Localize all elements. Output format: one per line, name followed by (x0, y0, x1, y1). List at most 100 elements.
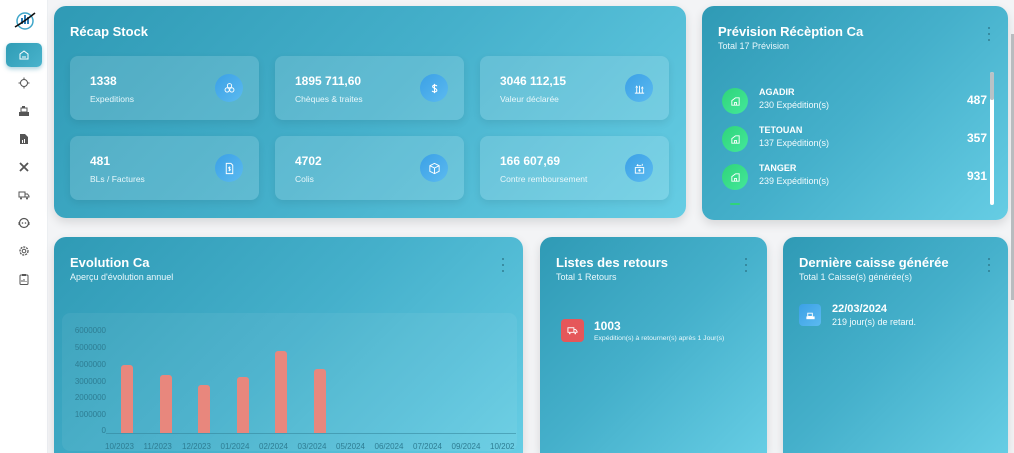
evolution-card: Evolution Ca Aperçu d'évolution annuel 6… (54, 237, 523, 453)
x-tick: 12/2023 (182, 442, 211, 451)
y-tick: 2000000 (74, 393, 106, 402)
clipboard-icon (19, 274, 29, 285)
expedition-count: 137 Expédition(s) (759, 138, 830, 148)
logo-icon[interactable] (13, 9, 37, 31)
truck-icon (18, 191, 30, 200)
scrollbar-thumb[interactable] (990, 72, 994, 100)
y-tick: 1000000 (74, 410, 106, 419)
tools-icon (19, 162, 29, 172)
chart-bar[interactable] (313, 368, 326, 433)
city-name: TETOUAN (759, 125, 803, 135)
prevision-value: 487 (966, 93, 987, 107)
x-tick: 01/2024 (220, 442, 250, 451)
city-name: TANGER (759, 163, 797, 173)
package-icon (420, 154, 448, 182)
stat-label: Valeur déclarée (500, 94, 559, 104)
y-tick: 3000000 (74, 377, 106, 386)
prevision-menu-button[interactable] (986, 27, 992, 41)
evolution-subtitle: Aperçu d'évolution annuel (70, 272, 174, 282)
y-tick: 6000000 (74, 326, 106, 335)
retours-subtitle: Total 1 Retours (556, 272, 617, 282)
cash-register-icon (799, 304, 821, 326)
prevision-card: Prévision Récèption Ca Total 17 Prévisio… (702, 6, 1008, 220)
x-tick: 03/2024 (297, 442, 327, 451)
evolution-title: Evolution Ca (70, 255, 150, 270)
crosshair-icon (18, 77, 30, 89)
x-tick: 02/2024 (259, 442, 288, 451)
stat-label: Contre remboursement (500, 174, 588, 184)
recap-stock-card: Récap Stock 1338 Expeditions 1895 711,60… (54, 6, 686, 218)
gear-icon (19, 246, 29, 256)
chart-bar[interactable] (275, 351, 287, 433)
expedition-count: 230 Expédition(s) (759, 100, 830, 110)
caisse-card: Dernière caisse générée Total 1 Caisse(s… (783, 237, 1008, 453)
retours-value[interactable]: 1003 (594, 319, 621, 333)
stat-value: 4702 (295, 154, 322, 168)
stat-cheques[interactable]: 1895 711,60 Chèques & traites (275, 56, 464, 120)
x-tick: 05/2024 (336, 442, 365, 451)
stat-bls-factures[interactable]: 481 BLs / Factures (70, 136, 259, 200)
y-tick: 5000000 (74, 343, 106, 352)
cash-exchange-icon (625, 154, 653, 182)
cash-register-icon (19, 106, 29, 116)
stat-label: Expeditions (90, 94, 134, 104)
boxes-icon (215, 74, 243, 102)
stat-colis[interactable]: 4702 Colis (275, 136, 464, 200)
sidebar-item-clipboard[interactable] (6, 267, 42, 291)
prevision-row[interactable]: TETOUAN 137 Expédition(s) 357 (722, 122, 987, 154)
sidebar-item-tracking[interactable] (6, 71, 42, 95)
stat-contre-remboursement[interactable]: 166 607,69 Contre remboursement (480, 136, 669, 200)
building-icon (722, 164, 748, 190)
sidebar-item-cash-register[interactable] (6, 99, 42, 123)
sidebar-item-tools[interactable] (6, 155, 42, 179)
page-scrollbar[interactable] (1011, 34, 1014, 300)
retours-menu-button[interactable] (743, 258, 749, 272)
sidebar-item-support[interactable] (6, 211, 42, 235)
recap-stock-title: Récap Stock (70, 24, 149, 39)
y-tick: 0 (101, 426, 106, 435)
sidebar-item-home[interactable] (6, 43, 42, 67)
retours-description: Expédition(s) à retourner(s) après 1 Jou… (594, 335, 725, 342)
stat-label: Colis (295, 174, 314, 184)
return-truck-icon (561, 319, 584, 342)
x-tick: 09/2024 (451, 442, 481, 451)
support-agent-icon (18, 217, 30, 229)
chart-bar[interactable] (236, 377, 249, 433)
x-tick: 10/202 (490, 442, 515, 451)
partial-next-item (730, 203, 740, 205)
prevision-value: 931 (966, 169, 987, 183)
stat-valeur-declaree[interactable]: 3046 112,15 Valeur déclarée (480, 56, 669, 120)
x-tick: 10/2023 (105, 442, 134, 451)
chart-bar[interactable] (121, 364, 133, 433)
home-icon (19, 50, 29, 60)
sidebar-item-delivery[interactable] (6, 183, 42, 207)
stat-label: Chèques & traites (295, 94, 363, 104)
prevision-value: 357 (966, 131, 987, 145)
x-axis-line (106, 433, 516, 434)
retours-title: Listes des retours (556, 255, 668, 270)
prevision-subtitle: Total 17 Prévision (718, 41, 790, 51)
chart-bar[interactable] (159, 374, 172, 433)
stat-expeditions[interactable]: 1338 Expeditions (70, 56, 259, 120)
prevision-row[interactable]: AGADIR 230 Expédition(s) 487 (722, 84, 987, 116)
building-icon (722, 88, 748, 114)
x-tick: 11/2023 (143, 442, 172, 451)
prevision-row[interactable]: TANGER 239 Expédition(s) 931 (722, 160, 987, 192)
building-icon (722, 126, 748, 152)
stat-value: 1338 (90, 74, 117, 88)
evolution-chart (62, 313, 517, 451)
report-file-icon (20, 134, 28, 144)
sidebar-item-settings[interactable] (6, 239, 42, 263)
sidebar-item-reports[interactable] (6, 127, 42, 151)
city-name: AGADIR (759, 87, 795, 97)
chart-bar[interactable] (198, 384, 210, 433)
stat-value: 166 607,69 (500, 154, 561, 168)
caisse-date[interactable]: 22/03/2024 (832, 303, 888, 315)
stat-value: 3046 112,15 (500, 74, 567, 88)
prevision-scrollbar[interactable] (990, 72, 994, 205)
stat-value: 481 (90, 154, 111, 168)
y-tick: 4000000 (74, 360, 106, 369)
evolution-menu-button[interactable] (500, 258, 506, 272)
caisse-menu-button[interactable] (986, 258, 992, 272)
expedition-count: 239 Expédition(s) (759, 176, 830, 186)
